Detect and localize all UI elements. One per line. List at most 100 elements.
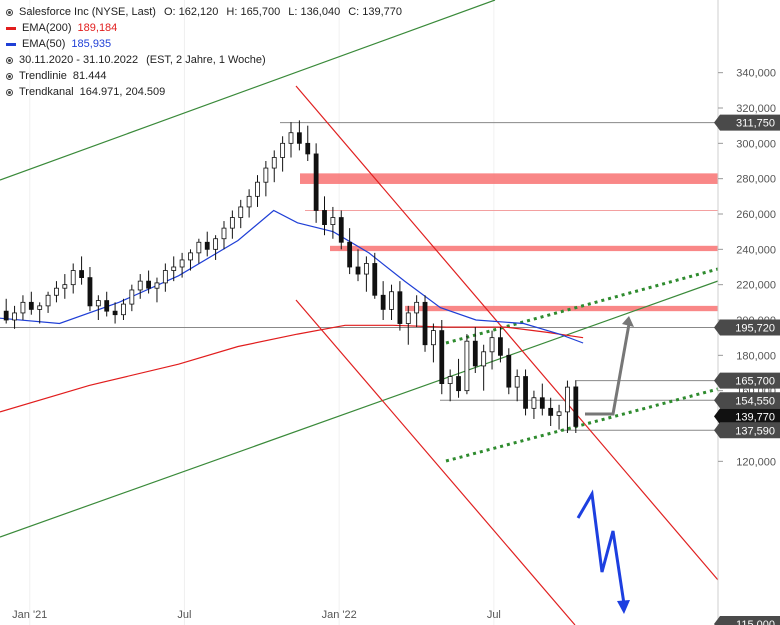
- candle-body: [121, 303, 126, 316]
- trendkanal-value: 164.971, 204.509: [79, 86, 166, 98]
- down-arrow-head-icon: [617, 600, 630, 614]
- time-tick-label: Jul: [177, 609, 191, 621]
- price-tick-label: 240,000: [736, 244, 776, 256]
- price-tick-label: 220,000: [736, 280, 776, 292]
- ema200-value: 189,184: [77, 22, 118, 34]
- candle-body: [565, 386, 570, 413]
- price-marker-label: 311,750: [736, 118, 775, 130]
- price-tick-label: 280,000: [736, 174, 776, 186]
- candle-body: [288, 132, 294, 144]
- candle-body: [472, 340, 478, 367]
- candle-body: [179, 259, 185, 268]
- candle-body: [338, 217, 344, 243]
- legend-trendlinie: Trendlinie 81.444: [6, 68, 402, 84]
- ema50-label: EMA(50): [22, 38, 66, 50]
- time-tick-label: Jul: [487, 609, 501, 621]
- ema50-line: [0, 209, 584, 344]
- grid-lines: [29, 0, 495, 625]
- price-marker-label: 137,590: [735, 425, 775, 437]
- price-marker-label: 165,700: [735, 376, 775, 388]
- candle-body: [221, 227, 227, 240]
- candle-body: [380, 294, 386, 310]
- candle-body: [62, 284, 68, 289]
- candle-body: [548, 407, 554, 416]
- price-marker-bg: [714, 114, 780, 131]
- candle-body: [246, 195, 252, 208]
- up-arrow-head-icon: [622, 316, 634, 327]
- ema50-value: 185,935: [71, 38, 112, 50]
- candle-body: [347, 241, 353, 268]
- candle-body: [514, 376, 520, 388]
- legend-trendkanal: Trendkanal 164.971, 204.509: [6, 84, 402, 100]
- candle-body: [213, 238, 219, 250]
- up-scenario-arrow: [585, 323, 631, 416]
- candle-body: [531, 397, 537, 409]
- trendkanal-dot-icon: [6, 88, 13, 96]
- price-tick-label: 260,000: [736, 209, 776, 221]
- candle-body: [372, 263, 378, 296]
- ohlc-high: H: 165,700: [226, 6, 281, 18]
- price-marker-label: 139,770: [735, 411, 775, 423]
- annotations: [576, 316, 634, 614]
- resistance-zone: [330, 245, 718, 252]
- candle-body: [405, 312, 411, 324]
- price-marker-bg: [714, 616, 780, 625]
- price-axis: 340,000 320,000 300,000 280,000 260,000 240,0…: [714, 0, 780, 625]
- instrument-title: Salesforce Inc (NYSE, Last): [19, 6, 156, 18]
- candle-body: [263, 167, 269, 183]
- candle-body: [481, 351, 487, 367]
- legend-title-row: Salesforce Inc (NYSE, Last) O: 162,120 H…: [6, 4, 402, 20]
- time-tick-label: Jan '22: [322, 609, 357, 621]
- candle-body: [539, 397, 545, 409]
- candle-body: [146, 280, 151, 289]
- legend-ema200: EMA(200) 189,184: [6, 20, 402, 36]
- price-tick-label: 180,000: [736, 350, 776, 362]
- ohlc-low: L: 136,040: [288, 6, 341, 18]
- dotted-channel-upper: [445, 267, 719, 345]
- legend-range: 30.11.2020 - 31.10.2022 (EST, 2 Jahre, 1…: [6, 52, 402, 68]
- trendlinie-value: 81.444: [72, 70, 107, 82]
- trendlinie-dot-icon: [6, 72, 13, 80]
- candle-body: [322, 210, 327, 225]
- candle-body: [137, 280, 143, 291]
- range-extra: (EST, 2 Jahre, 1 Woche): [146, 54, 266, 66]
- red-channel-lower: [295, 299, 576, 625]
- ema200-label: EMA(200): [22, 22, 72, 34]
- trendlinie-label: Trendlinie: [19, 70, 67, 82]
- candle-body: [54, 287, 59, 296]
- candle-body: [498, 337, 503, 356]
- candle-body: [229, 217, 235, 229]
- candle-body: [389, 291, 394, 310]
- candle-body: [464, 340, 470, 392]
- candle-body: [355, 266, 361, 275]
- ema50-swatch: [6, 42, 16, 46]
- price-tick-label: 120,000: [736, 456, 776, 468]
- trend-channels: [0, 0, 719, 625]
- resistance-zone: [300, 173, 718, 184]
- candle-body: [271, 157, 277, 169]
- ohlc-open: O: 162,120: [163, 6, 219, 18]
- price-marker-bg: [714, 422, 780, 439]
- candle-body: [104, 300, 110, 312]
- candle-body: [255, 181, 260, 197]
- candle-body: [431, 330, 436, 346]
- ohlc-close: C: 139,770: [348, 6, 403, 18]
- price-marker-label: 195,720: [735, 323, 775, 335]
- range-label: 30.11.2020 - 31.10.2022: [19, 54, 139, 66]
- range-dot-icon: [6, 56, 13, 64]
- horizontal-levels: [0, 122, 718, 431]
- candle-body: [28, 301, 34, 310]
- candle-body: [196, 241, 202, 254]
- candle-body: [37, 305, 43, 310]
- moving-averages: [0, 209, 584, 413]
- price-marker-bg: [714, 392, 780, 409]
- candle-body: [238, 206, 244, 218]
- candle-body: [112, 310, 118, 316]
- candle-body: [447, 376, 453, 384]
- candle-body: [556, 411, 562, 416]
- candle-body: [506, 354, 512, 388]
- candle-body: [313, 153, 319, 211]
- candle-body: [162, 270, 168, 284]
- dotted-channel-lower: [445, 387, 719, 463]
